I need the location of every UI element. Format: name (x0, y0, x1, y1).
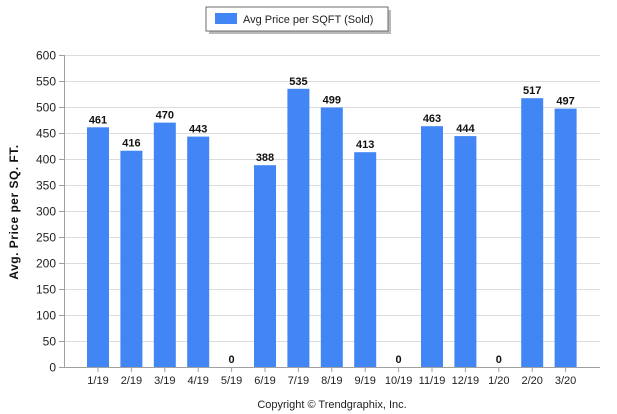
y-tick-label: 550 (36, 75, 56, 89)
bar (354, 152, 377, 367)
bar (120, 150, 143, 367)
x-tick-label: 5/19 (221, 375, 242, 387)
x-tick-label: 12/19 (452, 375, 480, 387)
data-label: 535 (289, 76, 307, 88)
bar (554, 108, 577, 367)
data-label: 416 (122, 138, 140, 150)
y-tick-label: 100 (36, 309, 56, 323)
data-label: 497 (556, 96, 574, 108)
y-tick-label: 50 (43, 335, 57, 349)
bar (287, 88, 310, 368)
y-tick-label: 300 (36, 205, 56, 219)
data-label: 0 (229, 354, 235, 366)
bar (153, 122, 176, 367)
y-tick-label: 0 (49, 361, 56, 375)
x-tick-label: 1/20 (488, 375, 509, 387)
data-label: 470 (156, 110, 174, 122)
legend-swatch (215, 13, 237, 24)
x-tick-label: 11/19 (419, 375, 446, 387)
data-label: 443 (189, 124, 207, 136)
y-tick-label: 200 (36, 257, 56, 271)
bar (254, 165, 276, 367)
bar (521, 98, 544, 367)
x-axis-ticks: 1/19 2/19 3/19 4/19 5/19 6/19 7/19 8/19 9/19 10/1… (87, 367, 576, 387)
x-tick-label: 8/19 (321, 375, 342, 387)
legend: Avg Price per SQFT (Sold) (205, 6, 391, 34)
x-tick-label: 7/19 (288, 375, 309, 387)
y-tick-label: 400 (36, 153, 56, 167)
data-label: 461 (89, 114, 107, 126)
bar (187, 136, 210, 367)
x-tick-label: 3/20 (555, 375, 576, 387)
y-tick-label: 250 (36, 231, 56, 245)
y-tick-label: 150 (36, 283, 56, 297)
y-tick-label: 450 (36, 127, 56, 141)
data-label: 388 (256, 152, 274, 164)
y-tick-label: 350 (36, 179, 56, 193)
bar (421, 126, 443, 367)
data-label: 517 (523, 85, 541, 97)
data-label: 499 (323, 95, 341, 107)
data-label: 444 (456, 123, 475, 135)
x-tick-label: 10/19 (385, 375, 413, 387)
legend-label: Avg Price per SQFT (Sold) (243, 14, 373, 26)
x-tick-label: 9/19 (354, 375, 375, 387)
bar (87, 127, 109, 367)
data-label: 463 (423, 113, 441, 125)
x-tick-label: 4/19 (187, 375, 208, 387)
x-tick-label: 2/19 (121, 375, 142, 387)
x-tick-label: 3/19 (154, 375, 175, 387)
bar (320, 107, 343, 367)
copyright-footer: Copyright © Trendgraphix, Inc. (257, 399, 406, 411)
x-tick-label: 6/19 (254, 375, 275, 387)
data-label: 0 (396, 354, 402, 366)
x-tick-label: 1/19 (87, 375, 108, 387)
bar (454, 136, 477, 367)
bars: 461 416 470 443 0 388 535 499 413 0 463 444 0 517 497 (87, 76, 577, 368)
x-tick-label: 2/20 (521, 375, 542, 387)
data-label: 413 (356, 139, 374, 151)
data-label: 0 (496, 354, 502, 366)
y-tick-label: 500 (36, 101, 56, 115)
y-axis-label: Avg. Price per SQ. FT. (7, 144, 21, 279)
y-tick-label: 600 (36, 49, 56, 63)
y-axis-ticks: 0 50 100 150 200 250 300 350 400 450 500 550 600 (36, 49, 64, 375)
